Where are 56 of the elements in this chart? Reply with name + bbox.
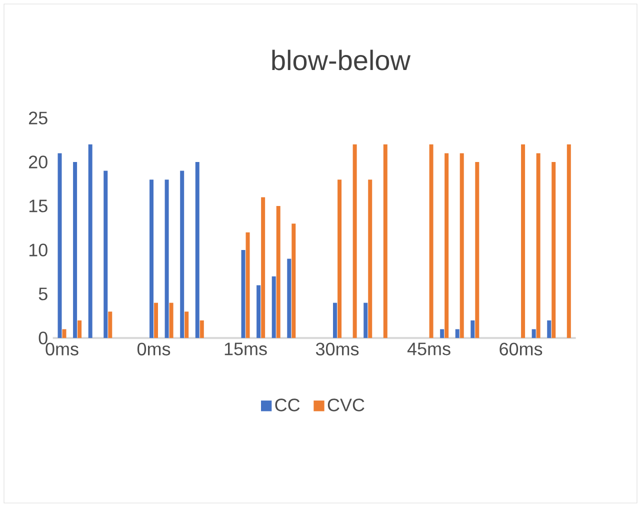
y-tick-label: 0 — [38, 332, 48, 344]
bar — [455, 329, 460, 338]
legend-label: CC — [275, 398, 300, 412]
bar — [552, 162, 556, 338]
bar — [352, 144, 357, 338]
bar — [73, 162, 78, 338]
bar — [108, 312, 112, 338]
bar — [104, 170, 108, 338]
bar — [169, 302, 174, 338]
bar — [261, 197, 266, 338]
bar — [180, 170, 184, 338]
bar — [272, 276, 276, 338]
bar — [241, 250, 246, 338]
chart-title: blow-below — [272, 50, 411, 70]
bar — [164, 180, 169, 338]
y-tick-label: 10 — [29, 244, 48, 256]
bar — [444, 153, 449, 338]
bar — [364, 302, 368, 338]
bar — [88, 144, 92, 338]
y-tick-label: 15 — [29, 200, 48, 212]
bar — [470, 320, 475, 338]
bar — [287, 258, 292, 338]
bar — [292, 224, 296, 338]
x-tick-label: 0ms — [46, 342, 78, 356]
bar — [184, 312, 189, 338]
bar — [195, 162, 200, 338]
bar — [368, 180, 372, 338]
bar — [256, 285, 261, 338]
bar — [200, 320, 204, 338]
bar — [475, 162, 480, 338]
y-tick-label: 20 — [28, 156, 48, 168]
bar — [429, 144, 434, 338]
x-tick-label: 60ms — [500, 342, 542, 356]
bar — [333, 302, 338, 338]
legend-label: CVC — [328, 398, 364, 412]
bar — [440, 329, 444, 338]
bar — [547, 320, 552, 338]
bar — [62, 329, 66, 338]
bar — [460, 153, 464, 338]
x-tick-label: 45ms — [407, 342, 450, 356]
bar — [383, 144, 388, 338]
x-tick-label: 0ms — [137, 342, 170, 356]
x-tick-label: 30ms — [316, 342, 359, 356]
bar — [78, 320, 82, 338]
bar — [276, 206, 280, 338]
bar — [532, 329, 536, 338]
y-tick-label: 25 — [28, 112, 48, 124]
bar — [150, 180, 154, 338]
bar — [566, 144, 571, 338]
bar — [154, 302, 158, 338]
x-tick-label: 15ms — [224, 342, 267, 356]
bar — [338, 180, 342, 338]
bar — [536, 153, 540, 338]
bar — [521, 144, 526, 338]
y-tick-label: 5 — [38, 288, 48, 300]
bar — [246, 232, 250, 338]
